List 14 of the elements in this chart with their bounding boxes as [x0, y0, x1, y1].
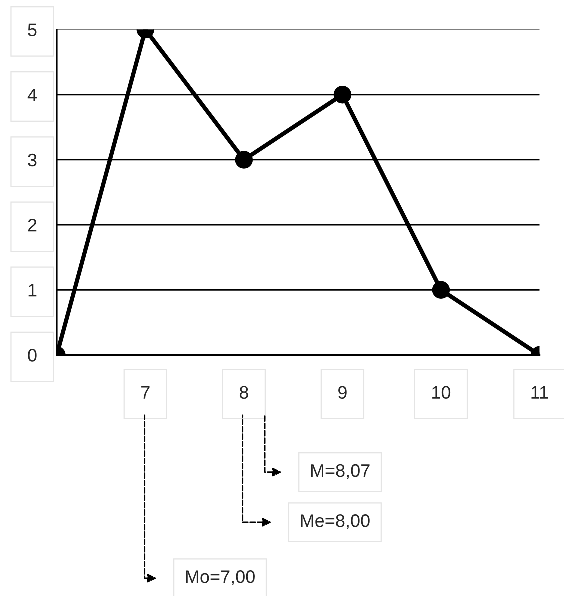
y-tick-label: 4: [28, 89, 37, 102]
text: Me=8,00: [301, 514, 370, 530]
x-tick-label: 9: [338, 386, 347, 400]
y-tick-label: 3: [28, 154, 37, 167]
text: M=8,07: [311, 464, 370, 480]
y-tick-label: 2: [28, 218, 37, 232]
x-tick-label: 10: [432, 386, 451, 400]
text: Mo=7,00: [186, 570, 255, 586]
x-tick-label: 11: [532, 386, 548, 399]
y-tick-label: 1: [28, 284, 37, 297]
y-tick-label: 5: [28, 24, 37, 37]
y-tick-label: 0: [28, 349, 37, 362]
x-tick-label: 7: [142, 386, 150, 399]
x-tick-label: 8: [240, 386, 248, 400]
